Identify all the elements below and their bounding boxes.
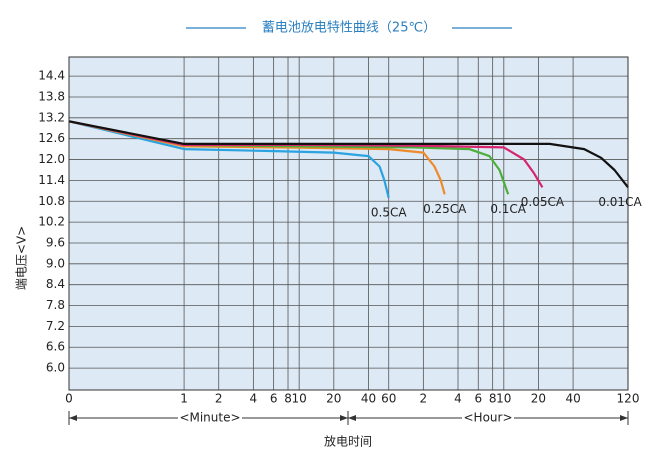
y-tick-label: 12.0	[38, 152, 65, 166]
y-tick-label: 6.0	[46, 361, 65, 375]
x-tick-label: 10	[292, 392, 307, 406]
label-bg	[178, 410, 242, 426]
x-tick-label: 10	[496, 392, 511, 406]
series-label: 0.01CA	[598, 195, 642, 209]
y-tick-label: 6.6	[46, 340, 65, 354]
y-tick-label: 10.2	[38, 215, 65, 229]
x-axis-label: 放电时间	[324, 434, 372, 449]
series-label: 0.5CA	[371, 205, 407, 219]
series-label: 0.05CA	[521, 195, 565, 209]
x-tick-label: 8	[284, 392, 292, 406]
x-tick-label: 2	[215, 392, 223, 406]
series-label: 0.25CA	[423, 202, 467, 216]
series	[68, 120, 629, 199]
y-tick-label: 13.2	[38, 110, 65, 124]
x-tick-label: 60	[381, 392, 396, 406]
x-tick-label: 4	[454, 392, 462, 406]
y-axis-label: 端电压<V>	[15, 226, 29, 290]
x-tick-label: 0	[65, 392, 73, 406]
y-tick-label: 10.8	[38, 194, 65, 208]
chart-title: 蓄电池放电特性曲线（25℃）	[262, 21, 436, 36]
y-tick-label: 8.4	[46, 277, 65, 291]
x-tick-label: 2	[420, 392, 428, 406]
series-line	[68, 120, 390, 199]
series-line	[68, 120, 446, 195]
x-tick-label: 40	[361, 392, 376, 406]
plot-border	[68, 56, 629, 391]
grid	[68, 57, 629, 390]
y-tick-label: 7.2	[46, 319, 65, 333]
hour-label: <Hour>	[463, 411, 512, 425]
x-tick-label: 20	[326, 392, 341, 406]
label-bg	[462, 410, 514, 426]
x-tick-label: 8	[489, 392, 497, 406]
x-tick-label: 1	[180, 392, 188, 406]
x-tick-label: 6	[474, 392, 482, 406]
y-tick-label: 13.8	[38, 89, 65, 103]
x-tick-label: 20	[531, 392, 546, 406]
x-tick-label: 40	[565, 392, 580, 406]
x-tick-label: 120	[617, 392, 640, 406]
y-tick-label: 7.8	[46, 298, 65, 312]
y-tick-label: 9.6	[46, 235, 65, 249]
minute-label: <Minute>	[179, 411, 240, 425]
y-tick-label: 9.0	[46, 256, 65, 270]
series-label: 0.1CA	[490, 202, 526, 216]
x-tick-label: 4	[250, 392, 258, 406]
y-tick-label: 12.6	[38, 131, 65, 145]
series-line	[68, 120, 629, 188]
span-arrows	[69, 415, 628, 421]
plot-area	[69, 57, 628, 390]
x-tick-label: 6	[270, 392, 278, 406]
y-tick-label: 11.4	[38, 173, 65, 187]
y-tick-label: 14.4	[38, 69, 65, 83]
